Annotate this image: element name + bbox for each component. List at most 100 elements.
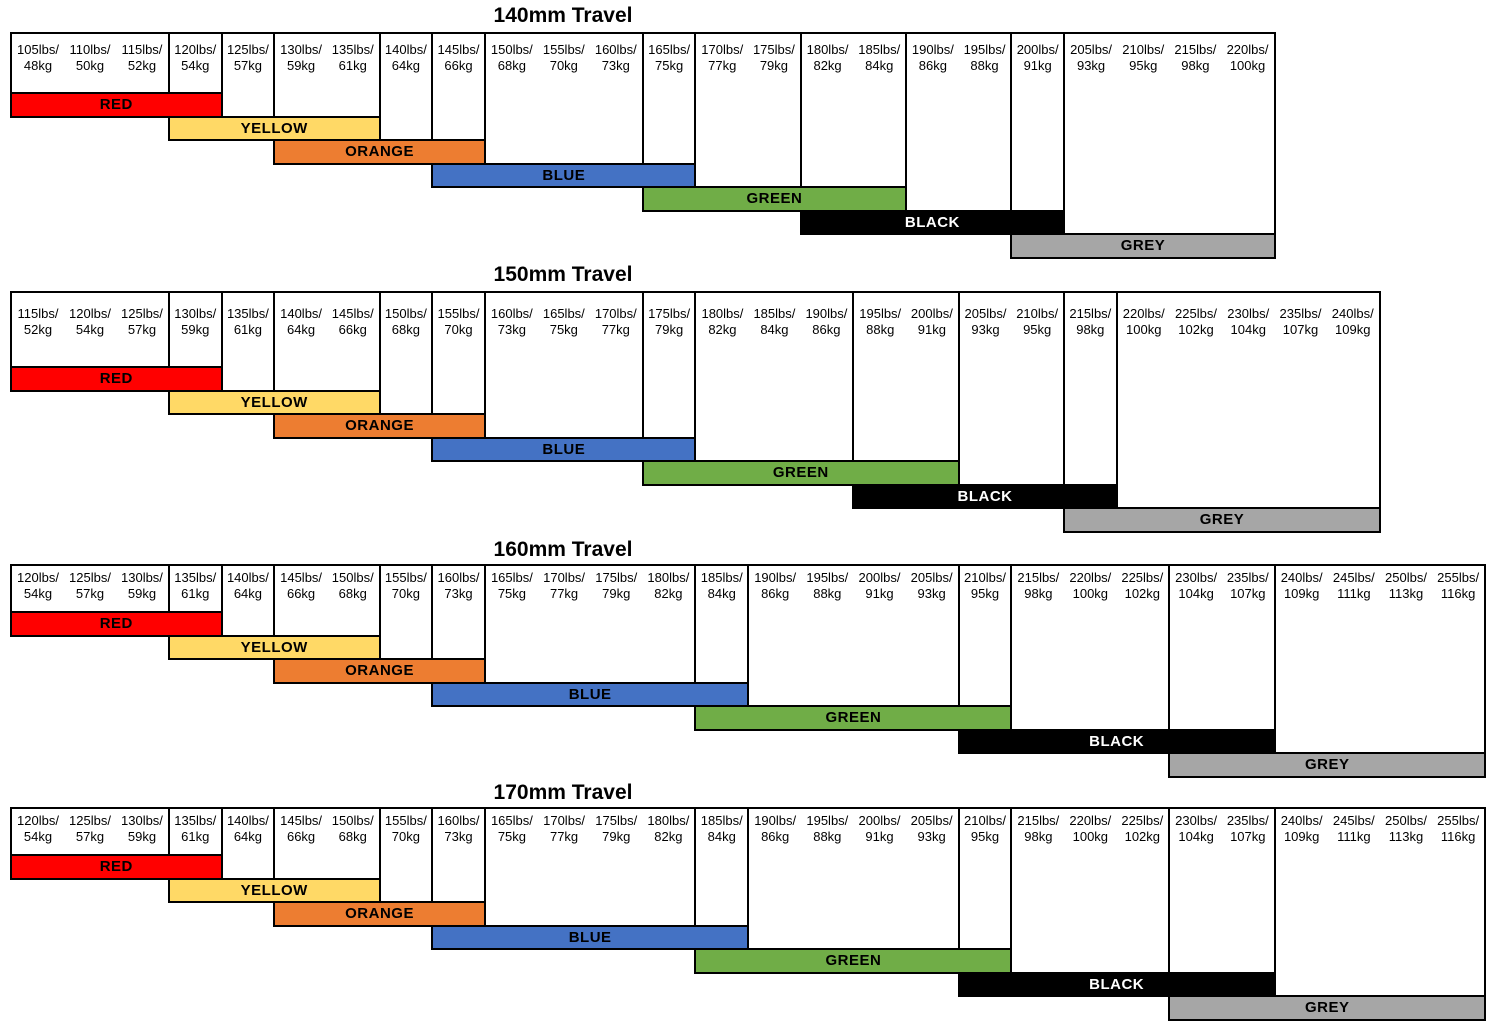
weight-slot: 145lbs/66kg xyxy=(327,306,379,338)
band-yellow: YELLOW xyxy=(167,115,381,141)
weight-cell: 240lbs/109kg 245lbs/111kg 250lbs/113kg 255l… xyxy=(1273,564,1487,778)
weight-label-kg: 66kg xyxy=(444,58,473,73)
weight-label-kg: 100kg xyxy=(1126,322,1162,337)
weight-label-lbs: 235lbs/ xyxy=(1226,813,1269,828)
section-title-150mm-travel: 150mm Travel xyxy=(493,263,633,286)
weight-label-lbs: 210lbs/ xyxy=(964,813,1006,828)
weight-label-lbs: 230lbs/ xyxy=(1175,813,1218,828)
weight-label-lbs: 210lbs/ xyxy=(1016,306,1059,321)
weight-label-lbs: 195lbs/ xyxy=(806,813,849,828)
weight-slot: 200lbs/91kg xyxy=(853,570,905,602)
weight-label-lbs: 220lbs/ xyxy=(1069,570,1112,585)
weight-label-kg: 54kg xyxy=(23,829,53,844)
weight-label-kg: 86kg xyxy=(812,322,841,337)
weight-label-kg: 79kg xyxy=(602,586,631,601)
weight-label-kg: 59kg xyxy=(127,586,157,601)
weight-label-kg: 86kg xyxy=(761,586,790,601)
weight-slot: 105lbs/48kg xyxy=(12,42,64,74)
weight-label-lbs: 120lbs/ xyxy=(174,42,217,57)
weight-label-lbs: 200lbs/ xyxy=(858,813,901,828)
weight-label-lbs: 155lbs/ xyxy=(384,570,427,585)
band-black: BLACK xyxy=(957,728,1276,754)
weight-label-kg: 61kg xyxy=(338,58,367,73)
weight-label-kg: 66kg xyxy=(286,586,316,601)
weight-label-kg: 102kg xyxy=(1124,829,1161,844)
weight-slot: 190lbs/86kg xyxy=(907,42,959,74)
weight-label-kg: 59kg xyxy=(181,322,210,337)
weight-slot: 245lbs/111kg xyxy=(1328,570,1380,602)
weight-slot: 215lbs/98kg xyxy=(1169,42,1221,74)
weight-slot: 135lbs/61kg xyxy=(327,42,379,74)
band-orange: ORANGE xyxy=(273,139,486,165)
weight-label-lbs: 195lbs/ xyxy=(963,42,1006,57)
weight-label-lbs: 175lbs/ xyxy=(648,306,691,321)
weight-label-lbs: 160lbs/ xyxy=(437,570,480,585)
weight-label-lbs: 175lbs/ xyxy=(595,813,638,828)
weight-slot: 180lbs/82kg xyxy=(802,42,854,74)
weight-label-kg: 86kg xyxy=(918,58,947,73)
weight-label-lbs: 125lbs/ xyxy=(69,570,111,585)
weight-label-lbs: 190lbs/ xyxy=(754,570,797,585)
weight-slot: 205lbs/93kg xyxy=(906,570,958,602)
weight-label-lbs: 215lbs/ xyxy=(1174,42,1217,57)
weight-cell: 190lbs/86kg 195lbs/88kg xyxy=(905,32,1013,235)
weight-slot: 180lbs/82kg xyxy=(642,570,694,602)
weight-slot: 215lbs/98kg xyxy=(1065,306,1116,338)
weight-label-lbs: 190lbs/ xyxy=(754,813,797,828)
weight-label-lbs: 160lbs/ xyxy=(594,42,637,57)
weight-slot: 130lbs/59kg xyxy=(275,42,327,74)
weight-slot: 220lbs/100kg xyxy=(1064,813,1116,845)
weight-label-lbs: 220lbs/ xyxy=(1122,306,1165,321)
weight-label-lbs: 215lbs/ xyxy=(1069,306,1112,321)
band-orange: ORANGE xyxy=(273,658,486,684)
weight-label-lbs: 210lbs/ xyxy=(964,570,1006,585)
weight-label-kg: 116kg xyxy=(1440,586,1476,601)
weight-label-lbs: 200lbs/ xyxy=(858,570,901,585)
weight-label-kg: 54kg xyxy=(181,58,210,73)
weight-label-kg: 82kg xyxy=(708,322,737,337)
weight-label-lbs: 170lbs/ xyxy=(594,306,637,321)
weight-slot: 125lbs/57kg xyxy=(116,306,168,338)
weight-label-lbs: 245lbs/ xyxy=(1332,570,1375,585)
weight-slot: 190lbs/86kg xyxy=(749,813,801,845)
weight-label-kg: 79kg xyxy=(602,829,631,844)
band-blue: BLUE xyxy=(431,924,750,950)
weight-label-lbs: 145lbs/ xyxy=(331,306,374,321)
weight-label-kg: 77kg xyxy=(549,586,579,601)
weight-label-kg: 93kg xyxy=(1076,58,1106,73)
weight-label-lbs: 180lbs/ xyxy=(647,813,690,828)
weight-slot: 185lbs/84kg xyxy=(696,570,747,602)
weight-label-lbs: 135lbs/ xyxy=(331,42,374,57)
weight-label-kg: 109kg xyxy=(1283,586,1320,601)
weight-slot: 195lbs/88kg xyxy=(801,570,853,602)
weight-slot: 235lbs/107kg xyxy=(1222,570,1274,602)
weight-label-lbs: 125lbs/ xyxy=(69,813,111,828)
weight-slot: 245lbs/111kg xyxy=(1328,813,1380,845)
weight-slot: 145lbs/66kg xyxy=(275,813,327,845)
band-red: RED xyxy=(10,854,223,880)
band-green: GREEN xyxy=(641,186,908,212)
weight-label-kg: 91kg xyxy=(865,586,894,601)
band-green: GREEN xyxy=(694,948,1013,974)
weight-slot: 125lbs/57kg xyxy=(64,570,116,602)
weight-label-lbs: 130lbs/ xyxy=(121,813,163,828)
weight-label-lbs: 170lbs/ xyxy=(543,570,586,585)
weight-slot: 195lbs/88kg xyxy=(959,42,1011,74)
weight-slot: 210lbs/95kg xyxy=(1011,306,1063,338)
weight-label-kg: 77kg xyxy=(601,322,630,337)
weight-slot: 255lbs/116kg xyxy=(1432,570,1484,602)
weight-label-lbs: 150lbs/ xyxy=(490,42,533,57)
weight-slot: 220lbs/100kg xyxy=(1064,570,1116,602)
weight-label-lbs: 150lbs/ xyxy=(384,306,427,321)
weight-slot: 250lbs/113kg xyxy=(1380,570,1432,602)
weight-label-lbs: 170lbs/ xyxy=(701,42,744,57)
weight-label-lbs: 235lbs/ xyxy=(1226,570,1269,585)
weight-slot: 255lbs/116kg xyxy=(1432,813,1484,845)
weight-label-kg: 75kg xyxy=(655,58,684,73)
weight-label-kg: 98kg xyxy=(1024,586,1053,601)
weight-label-lbs: 120lbs/ xyxy=(69,306,111,321)
weight-slot: 160lbs/73kg xyxy=(590,42,642,74)
weight-slot: 230lbs/104kg xyxy=(1170,570,1222,602)
weight-label-lbs: 205lbs/ xyxy=(964,306,1007,321)
weight-label-kg: 93kg xyxy=(917,586,946,601)
